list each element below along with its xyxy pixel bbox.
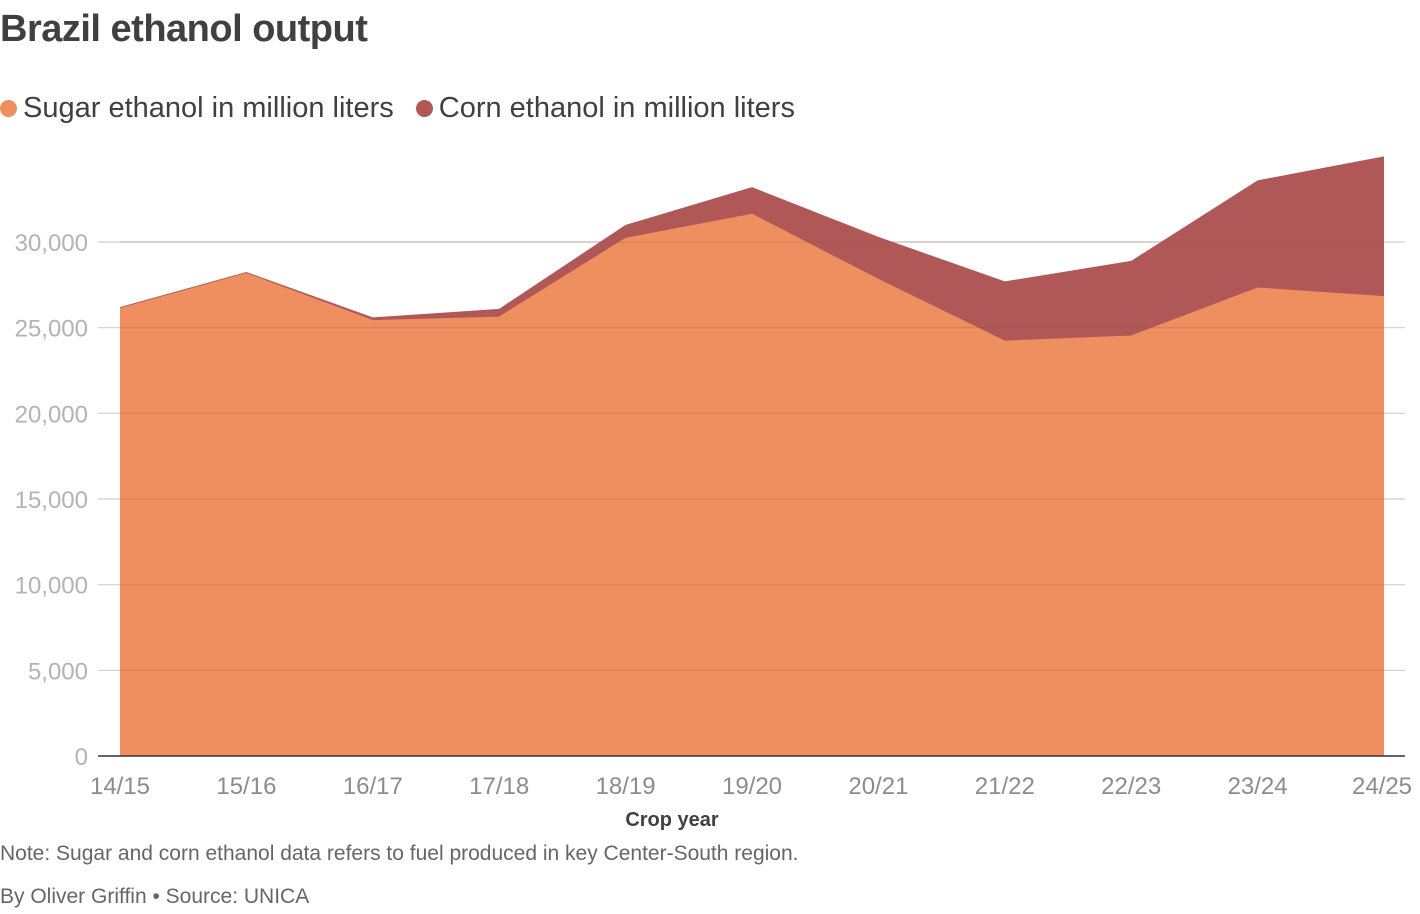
legend: Sugar ethanol in million liters Corn eth… bbox=[0, 92, 817, 125]
legend-item-corn: Corn ethanol in million liters bbox=[415, 92, 795, 125]
y-tick-label: 0 bbox=[75, 744, 88, 771]
x-tick-label: 19/20 bbox=[722, 773, 782, 800]
x-tick-label: 23/24 bbox=[1228, 773, 1288, 800]
legend-label-sugar: Sugar ethanol in million liters bbox=[23, 92, 394, 124]
footnote: Note: Sugar and corn ethanol data refers… bbox=[0, 842, 799, 865]
series-areas bbox=[119, 156, 1385, 756]
y-axis-ticks: 0 5,000 10,000 15,000 20,000 25,000 30,000 bbox=[15, 230, 88, 771]
x-tick-label: 24/25 bbox=[1352, 773, 1412, 800]
y-tick-label: 5,000 bbox=[28, 658, 88, 685]
legend-item-sugar: Sugar ethanol in million liters bbox=[0, 92, 394, 125]
x-tick-label: 16/17 bbox=[343, 773, 403, 800]
y-tick-label: 20,000 bbox=[15, 401, 88, 428]
y-tick-label: 15,000 bbox=[15, 487, 88, 514]
x-tick-label: 15/16 bbox=[216, 773, 276, 800]
x-tick-label: 17/18 bbox=[469, 773, 529, 800]
y-tick-label: 30,000 bbox=[15, 230, 88, 257]
x-tick-label: 21/22 bbox=[975, 773, 1035, 800]
line-sugar-ethanol bbox=[119, 213, 1385, 343]
x-tick-label: 20/21 bbox=[848, 773, 908, 800]
y-tick-label: 25,000 bbox=[15, 316, 88, 343]
x-tick-label: 22/23 bbox=[1101, 773, 1161, 800]
x-axis-ticks: 14/15 15/16 16/17 17/18 18/19 19/20 20/21 21/22… bbox=[90, 773, 1412, 800]
x-tick-label: 18/19 bbox=[596, 773, 656, 800]
legend-swatch-corn bbox=[415, 100, 433, 117]
chart-title: Brazil ethanol output bbox=[0, 8, 368, 50]
x-tick-label: 14/15 bbox=[90, 773, 150, 800]
legend-swatch-sugar bbox=[0, 100, 17, 117]
legend-label-corn: Corn ethanol in million liters bbox=[438, 92, 795, 124]
area-sugar-ethanol bbox=[120, 214, 1384, 756]
area-corn-ethanol bbox=[120, 156, 1384, 342]
x-axis-title: Crop year bbox=[625, 809, 719, 831]
y-tick-label: 10,000 bbox=[15, 573, 88, 600]
credit-line: By Oliver Griffin • Source: UNICA bbox=[0, 885, 310, 908]
chart-plot: 0 5,000 10,000 15,000 20,000 25,000 30,000 14/… bbox=[15, 156, 1412, 831]
